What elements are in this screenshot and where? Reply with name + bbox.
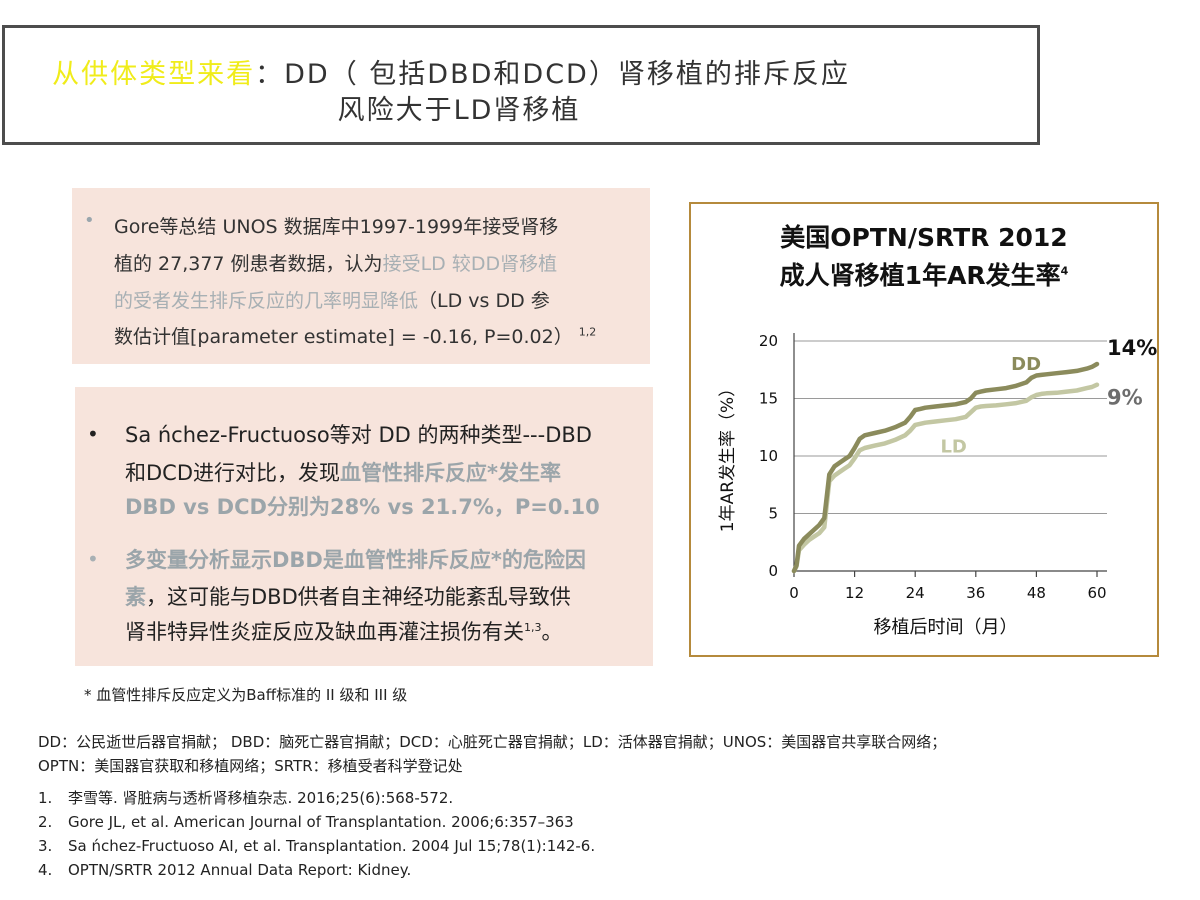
- y-tick-label: 20: [759, 332, 778, 350]
- box2-line6-text: 肾非特异性炎症反应及缺血再灌注损伤有关: [125, 620, 524, 644]
- y-tick-label: 10: [759, 447, 778, 465]
- x-tick-label: 48: [1027, 584, 1046, 602]
- reference-text: Gore JL, et al. American Journal of Tran…: [68, 813, 574, 831]
- slide-title-line1: 从供体类型来看：DD（ 包括DBD和DCD）肾移植的排斥反应: [0, 52, 967, 91]
- reference-superscript: 1,3: [524, 621, 542, 634]
- chart-title-line2: 成人肾移植1年AR发生率4: [691, 256, 1157, 292]
- box2-line6: 肾非特异性炎症反应及缺血再灌注损伤有关1,3。: [125, 616, 563, 646]
- box1-line2-highlight: 接受LD 较DD肾移植: [382, 253, 558, 275]
- y-tick-label: 5: [768, 505, 778, 523]
- box1-line3: 的受者发生排斥反应的几率明显降低（LD vs DD 参: [114, 286, 550, 313]
- chart-title-text: 成人肾移植1年AR发生率: [779, 261, 1061, 290]
- sanchez-study-box: • Sa ńchez-Fructuoso等对 DD 的两种类型---DBD 和D…: [75, 387, 653, 666]
- abbreviations-line2: OPTN：美国器官获取和移植网络；SRTR：移植受者科学登记处: [38, 757, 463, 775]
- chart-plot: 0 5 10 15 20 0 12 24 36 48 60 移植后时间（月） 1年AR发生率（%） DD L…: [718, 332, 1157, 638]
- title-rest: ：DD（ 包括DBD和DCD）肾移植的排斥反应: [255, 59, 850, 90]
- x-axis-label: 移植后时间（月）: [874, 617, 1018, 638]
- reference-item: 2. Gore JL, et al. American Journal of Tr…: [38, 810, 595, 834]
- reference-item: 3. Sa ńchez-Fructuoso AI, et al. Transpla…: [38, 834, 595, 858]
- bullet: •: [87, 547, 99, 571]
- box2-line6-end: 。: [541, 620, 563, 644]
- box2-line2-plain: 和DCD进行对比，发现: [125, 461, 341, 485]
- x-tick-label: 12: [845, 584, 864, 602]
- box2-line2: 和DCD进行对比，发现血管性排斥反应*发生率: [125, 457, 561, 487]
- box1-line1: Gore等总结 UNOS 数据库中1997-1999年接受肾移: [114, 216, 559, 238]
- reference-number: 1.: [38, 789, 53, 807]
- box2-line2-highlight: 血管性排斥反应*发生率: [340, 461, 561, 485]
- x-tick-label: 60: [1087, 584, 1106, 602]
- series-line-ld: [791, 382, 1100, 574]
- x-tick-label: 0: [789, 584, 799, 602]
- reference-number: 3.: [38, 837, 53, 855]
- box1-line3-plain: （LD vs DD 参: [418, 290, 550, 312]
- gore-study-box: • Gore等总结 UNOS 数据库中1997-1999年接受肾移 植的 27,…: [72, 188, 650, 364]
- box1-line3-highlight: 的受者发生排斥反应的几率明显降低: [114, 290, 419, 312]
- box2-line5-plain: ，这可能与DBD供者自主神经功能紊乱导致供: [146, 585, 571, 609]
- bullet: •: [84, 210, 95, 231]
- reference-number: 2.: [38, 813, 53, 831]
- series-line-dd: [791, 361, 1100, 574]
- box1-line4-text: 数估计值[parameter estimate] = -0.16, P=0.02…: [114, 326, 573, 348]
- series-label-dd: DD: [1011, 354, 1041, 375]
- ar-incidence-chart: 美国OPTN/SRTR 2012 成人肾移植1年AR发生率4 0 5 10 15 20 0…: [689, 202, 1159, 657]
- box1-line2: 植的 27,377 例患者数据，认为接受LD 较DD肾移植: [114, 249, 557, 276]
- box2-line5: 素，这可能与DBD供者自主神经功能紊乱导致供: [125, 581, 571, 611]
- box2-line1: Sa ńchez-Fructuoso等对 DD 的两种类型---DBD: [125, 423, 592, 447]
- y-axis-label: 1年AR发生率（%）: [718, 380, 738, 532]
- x-tick-label: 24: [906, 584, 925, 602]
- bullet: •: [87, 422, 99, 446]
- box2-line5-highlight: 素: [125, 585, 146, 609]
- box2-line4: 多变量分析显示DBD是血管性排斥反应*的危险因: [125, 548, 586, 572]
- abbreviations-line1: DD：公民逝世后器官捐献； DBD：脑死亡器官捐献；DCD：心脏死亡器官捐献；L…: [38, 733, 947, 751]
- box2-line3: DBD vs DCD分别为28% vs 21.7%，P=0.10: [125, 495, 600, 519]
- series-label-ld: LD: [940, 437, 966, 458]
- reference-item: 4. OPTN/SRTR 2012 Annual Data Report: Kid…: [38, 858, 595, 882]
- reference-text: 李雪等. 肾脏病与透析肾移植杂志. 2016;25(6):568-572.: [68, 789, 454, 807]
- reference-text: OPTN/SRTR 2012 Annual Data Report: Kidne…: [68, 861, 412, 879]
- y-tick-label: 0: [768, 562, 778, 580]
- reference-superscript: 4: [1060, 264, 1069, 278]
- x-tick-label: 36: [966, 584, 985, 602]
- chart-title-line1: 美国OPTN/SRTR 2012: [780, 223, 1068, 252]
- box1-line2-plain: 植的 27,377 例患者数据，认为: [114, 253, 383, 275]
- reference-number: 4.: [38, 861, 53, 879]
- box1-line4: 数估计值[parameter estimate] = -0.16, P=0.02…: [114, 322, 596, 349]
- reference-item: 1. 李雪等. 肾脏病与透析肾移植杂志. 2016;25(6):568-572.: [38, 786, 595, 810]
- end-value-label-dd: 14%: [1107, 336, 1157, 360]
- title-highlight: 从供体类型来看: [52, 59, 256, 90]
- title-box: 从供体类型来看：DD（ 包括DBD和DCD）肾移植的排斥反应 风险大于LD肾移植: [2, 25, 1040, 145]
- y-tick-label: 15: [759, 390, 778, 408]
- reference-text: Sa ńchez-Fructuoso AI, et al. Transplant…: [68, 837, 596, 855]
- footnote-definition: * 血管性排斥反应定义为Baff标准的 II 级和 III 级: [84, 686, 408, 704]
- slide-title-line2: 风险大于LD肾移植: [337, 95, 581, 126]
- references-list: 1. 李雪等. 肾脏病与透析肾移植杂志. 2016;25(6):568-572. …: [38, 786, 595, 882]
- reference-superscript: 1,2: [578, 325, 597, 339]
- end-value-label-ld: 9%: [1107, 385, 1143, 409]
